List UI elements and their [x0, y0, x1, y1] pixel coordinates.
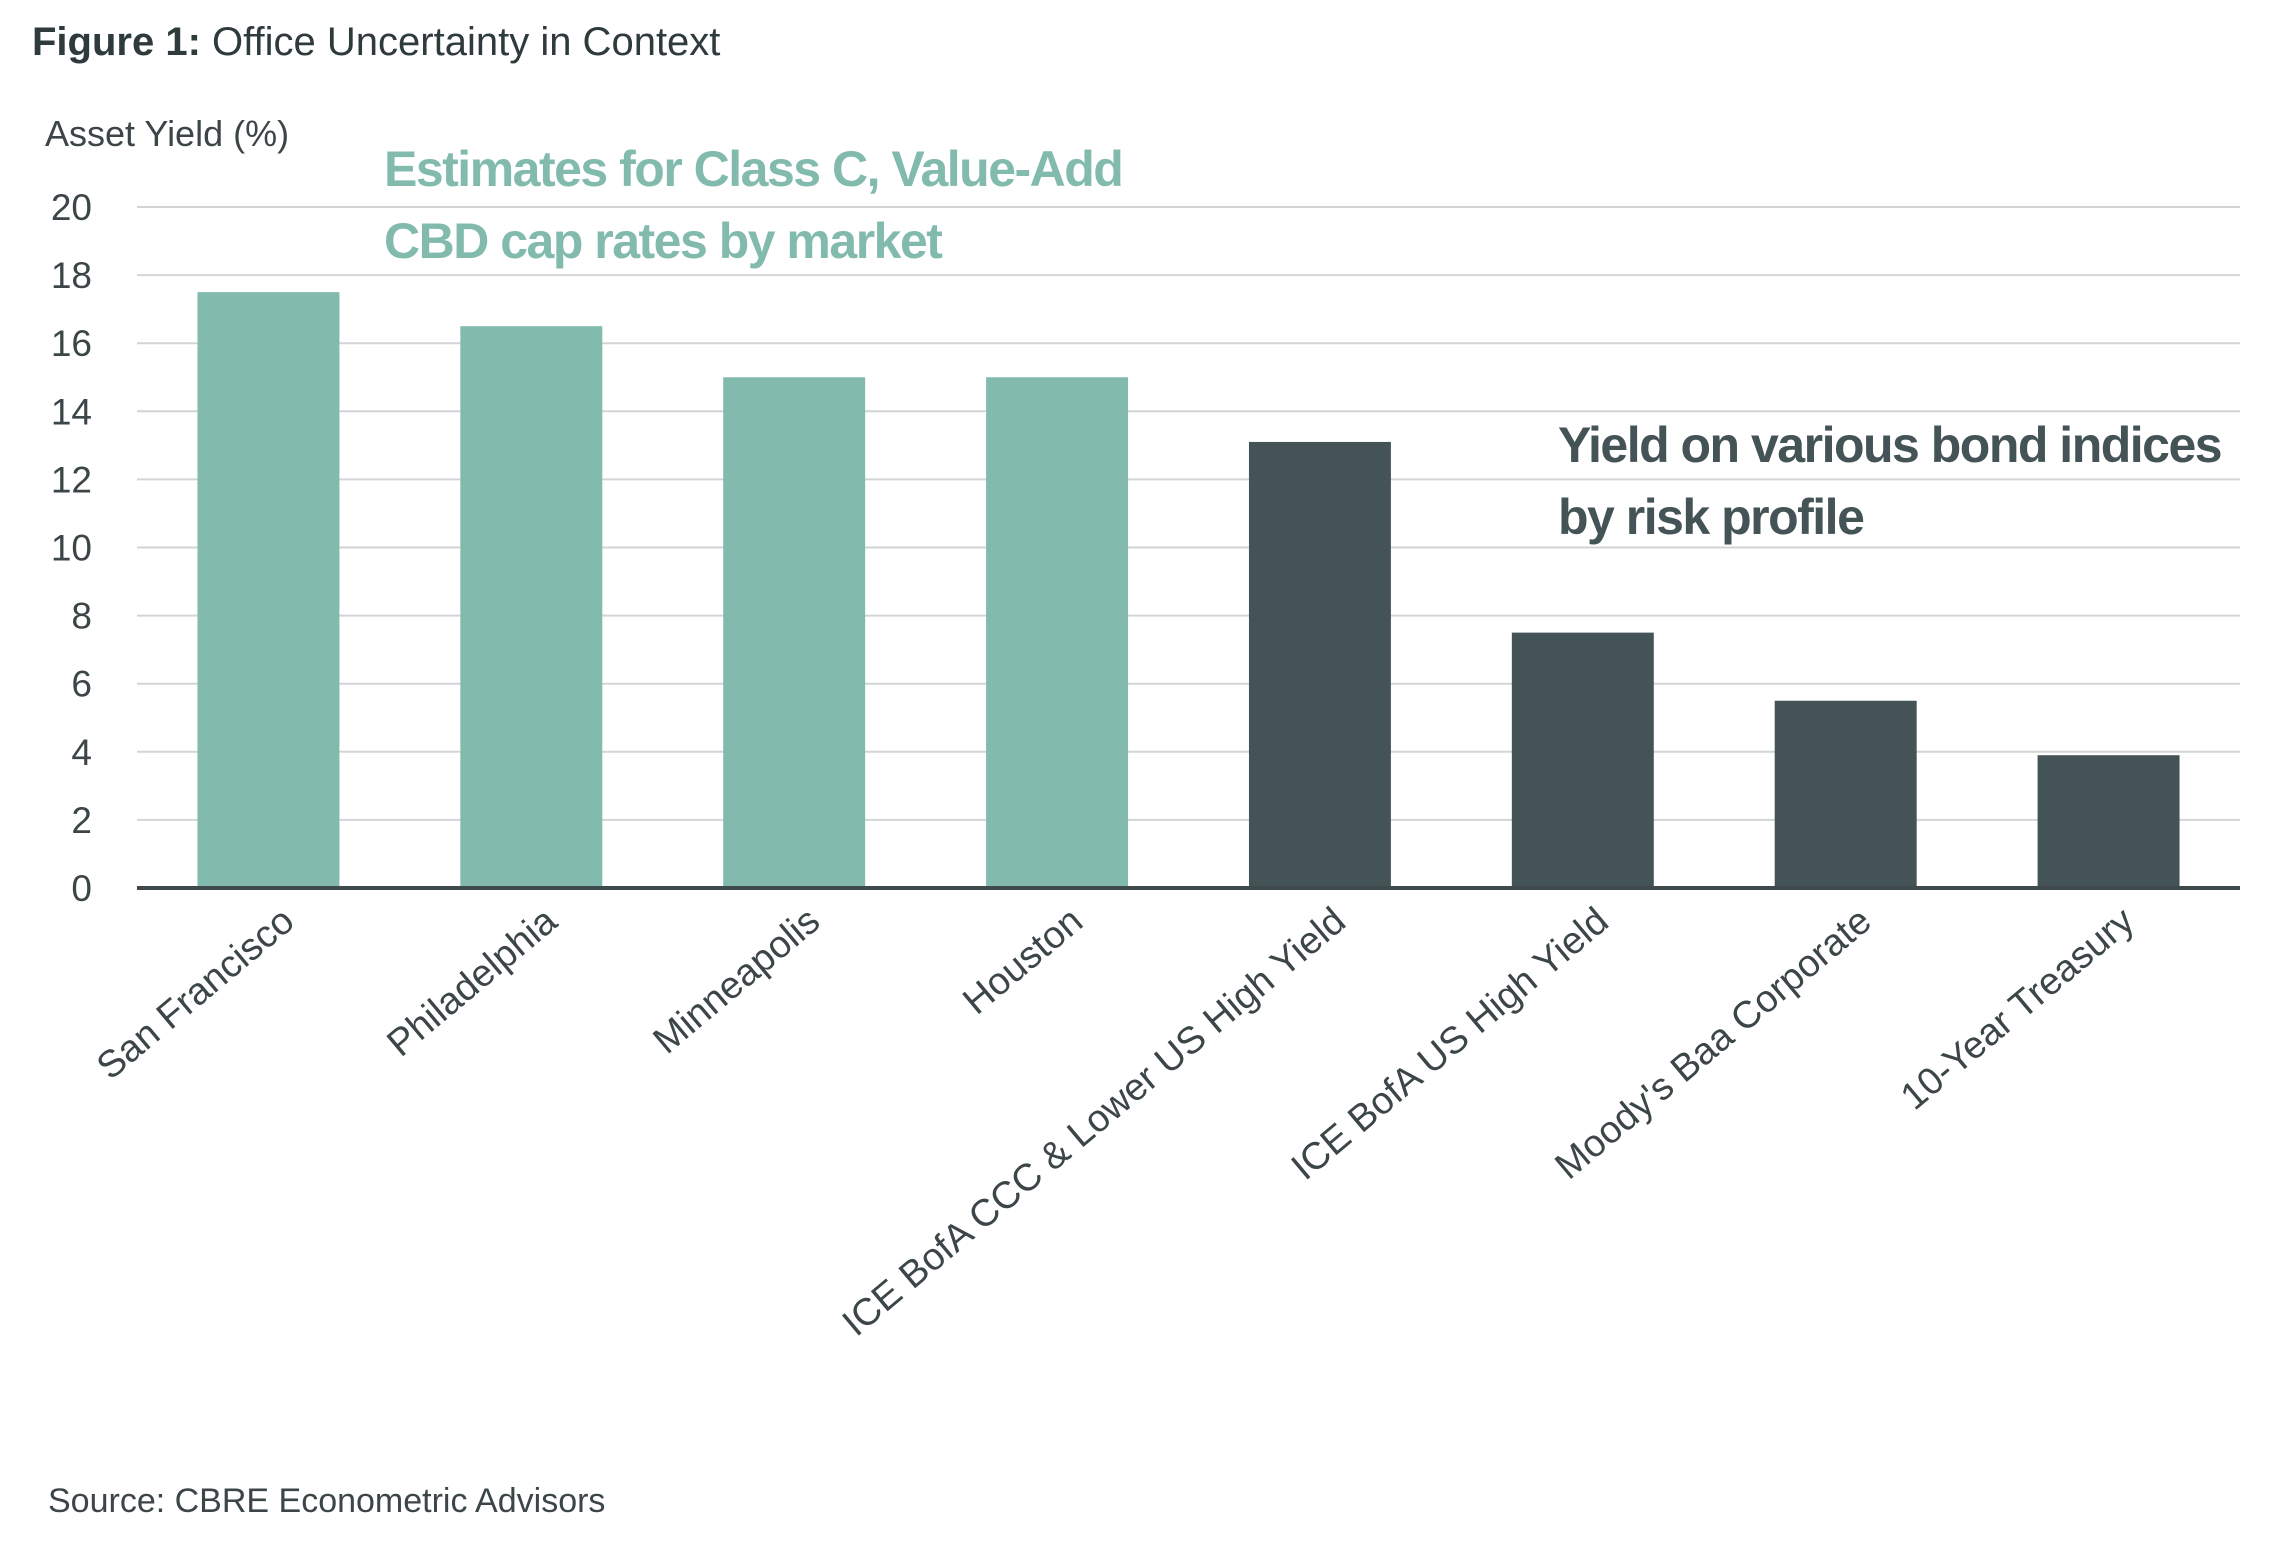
bar: [1511, 632, 1654, 888]
bar: [1248, 441, 1391, 888]
x-tick-label: ICE BofA CCC & Lower US High Yield: [835, 900, 1354, 1345]
y-tick-labels: 0 2 4 6 8 10 12 14 16 18 20: [51, 187, 92, 909]
x-tick-labels: San Francisco Philadelphia Minneapolis Hous…: [89, 899, 2142, 1344]
bars: [197, 292, 2180, 888]
annotation-text: CBD cap rates by market: [384, 213, 943, 269]
y-tick-label: 8: [71, 596, 92, 637]
bar: [986, 377, 1129, 888]
y-tick-label: 12: [51, 459, 92, 500]
figure-label: Figure 1:: [32, 20, 201, 64]
bar: [723, 377, 866, 888]
x-tick-label: 10-Year Treasury: [1893, 900, 2142, 1119]
y-tick-label: 10: [51, 528, 92, 569]
annotations: Estimates for Class C, Value-Add CBD cap …: [384, 141, 2223, 545]
x-tick-label: Minneapolis: [646, 900, 828, 1063]
y-axis-label: Asset Yield (%): [45, 113, 289, 154]
figure-title-text: Office Uncertainty in Context: [212, 20, 721, 64]
bar: [1774, 700, 1917, 888]
x-tick-label: Philadelphia: [379, 899, 565, 1065]
y-tick-label: 18: [51, 255, 92, 296]
y-tick-label: 20: [51, 187, 92, 228]
x-tick-label: Houston: [955, 900, 1090, 1023]
source-note: Source: CBRE Econometric Advisors: [48, 1482, 606, 1520]
annotation-text: by risk profile: [1558, 489, 1864, 545]
y-tick-label: 14: [51, 391, 92, 432]
grid-lines: [137, 206, 2240, 821]
bar: [460, 326, 603, 888]
y-tick-label: 4: [71, 732, 92, 773]
y-tick-label: 6: [71, 664, 92, 705]
annotation-text: Estimates for Class C, Value-Add: [384, 141, 1122, 197]
x-tick-label: San Francisco: [89, 900, 302, 1088]
y-tick-label: 2: [71, 800, 92, 841]
bar: [197, 292, 340, 888]
y-tick-label: 16: [51, 323, 92, 364]
annotation-text: Yield on various bond indices: [1558, 417, 2221, 473]
figure-title: Figure 1: Office Uncertainty in Context: [32, 20, 720, 65]
bar: [2037, 755, 2180, 888]
y-tick-label: 0: [71, 868, 92, 909]
